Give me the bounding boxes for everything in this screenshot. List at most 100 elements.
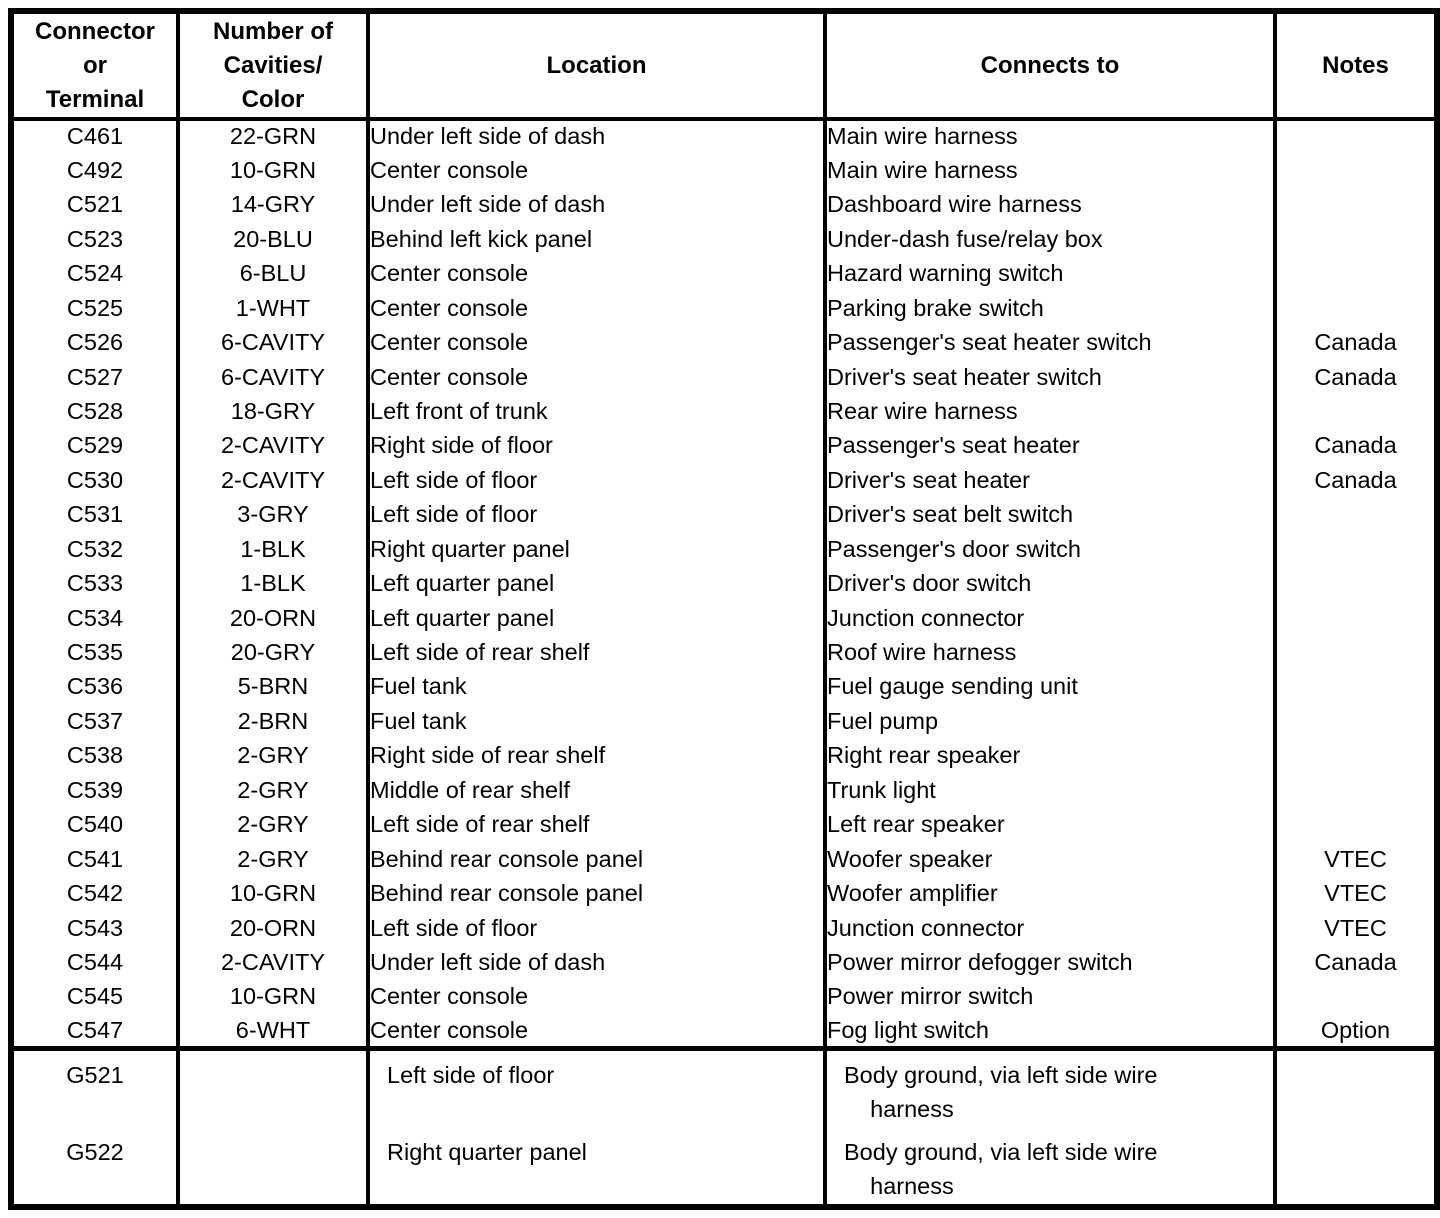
cell-location: Right side of floor	[366, 428, 825, 464]
cell-connects: Passenger's door switch	[823, 532, 1275, 567]
cell-notes	[1273, 635, 1437, 670]
cell-cavities: 14-GRY	[176, 187, 368, 223]
cell-location: Center console	[366, 153, 825, 188]
connector-row: C525 1-WHT Center console Parking brake swi…	[11, 291, 1437, 326]
cell-connects: Body ground, via left side wire harness	[823, 1127, 1275, 1207]
cell-location: Left side of floor	[366, 911, 825, 946]
cell-cavities: 2-GRY	[176, 738, 368, 774]
connector-row: C532 1-BLK Right quarter panel Passenger's …	[11, 532, 1437, 567]
cell-location: Left quarter panel	[366, 601, 825, 636]
cell-notes	[1273, 738, 1437, 774]
cell-cavities: 20-ORN	[176, 911, 368, 946]
cell-notes: VTEC	[1273, 842, 1437, 877]
cell-notes: Canada	[1273, 945, 1437, 980]
cell-connects: Junction connector	[823, 601, 1275, 636]
cell-connector: C538	[66, 742, 124, 769]
cell-notes	[1273, 1046, 1437, 1128]
cell-cavities: 6-CAVITY	[176, 325, 368, 361]
connector-row: C492 10-GRN Center console Main wire harnes…	[11, 153, 1437, 188]
cell-notes	[1273, 222, 1437, 257]
ground-rows-section: G521 Left side of floor Body ground, via l…	[11, 1046, 1437, 1207]
connector-row: C541 2-GRY Behind rear console panel Woofer…	[11, 842, 1437, 877]
cell-connector: C530	[66, 466, 124, 493]
cell-location: Under left side of dash	[366, 945, 825, 980]
ground-row: G521 Left side of floor Body ground, via l…	[11, 1046, 1437, 1128]
connector-row: C534 20-ORN Left quarter panel Junction con…	[11, 601, 1437, 636]
cell-cavities: 5-BRN	[176, 670, 368, 705]
cell-cavities: 6-BLU	[176, 256, 368, 292]
cell-connector: C542	[66, 880, 124, 907]
cell-notes	[1273, 187, 1437, 223]
cell-connector: C543	[66, 914, 124, 941]
cell-notes	[1273, 1127, 1437, 1207]
connector-row: C531 3-GRY Left side of floor Driver's seat…	[11, 497, 1437, 533]
cell-cavities: 20-ORN	[176, 601, 368, 636]
cell-connects: Driver's seat belt switch	[823, 497, 1275, 533]
cell-connects: Woofer amplifier	[823, 876, 1275, 912]
cell-location: Left front of trunk	[366, 394, 825, 429]
cell-connector: C536	[66, 673, 124, 700]
cell-location: Center console	[366, 360, 825, 395]
cell-cavities: 1-WHT	[176, 291, 368, 326]
cell-cavities: 1-BLK	[176, 566, 368, 602]
cell-notes	[1273, 670, 1437, 705]
cell-connects: Main wire harness	[823, 153, 1275, 188]
cell-connects: Dashboard wire harness	[823, 187, 1275, 223]
cell-location: Left side of floor	[366, 497, 825, 533]
cell-notes	[1273, 532, 1437, 567]
cell-location: Right side of rear shelf	[366, 738, 825, 774]
cell-cavities: 2-CAVITY	[176, 428, 368, 464]
header-row: Connector or Terminal Number of Cavities…	[11, 11, 1437, 121]
cell-connector: C540	[66, 811, 124, 838]
connector-row: C539 2-GRY Middle of rear shelf Trunk light	[11, 773, 1437, 808]
cell-notes: Canada	[1273, 463, 1437, 498]
cell-connector: C525	[66, 294, 124, 321]
ground-row: G522 Right quarter panel Body ground, via …	[11, 1127, 1437, 1207]
cell-connector: C545	[66, 983, 124, 1010]
cell-connects: Hazard warning switch	[823, 256, 1275, 292]
cell-cavities: 22-GRN	[176, 119, 368, 154]
header-connector-or-terminal: Connector or Terminal	[11, 11, 178, 121]
cell-connector: G521	[11, 1046, 178, 1128]
cell-location: Left side of rear shelf	[366, 807, 825, 843]
cell-location: Behind rear console panel	[366, 842, 825, 877]
cell-connects: Right rear speaker	[823, 738, 1275, 774]
connector-location-table: Connector or Terminal Number of Cavities…	[8, 8, 1440, 1210]
cell-cavities: 10-GRN	[176, 153, 368, 188]
cell-cavities: 3-GRY	[176, 497, 368, 533]
cell-location: Fuel tank	[366, 704, 825, 739]
cell-connects: Passenger's seat heater	[823, 428, 1275, 464]
cell-cavities	[176, 1127, 368, 1207]
cell-cavities: 1-BLK	[176, 532, 368, 567]
cell-connector: C537	[66, 707, 124, 734]
connector-row: C529 2-CAVITY Right side of floor Passenger…	[11, 428, 1437, 464]
header-connects-to: Connects to	[823, 11, 1275, 121]
cell-cavities: 20-BLU	[176, 222, 368, 257]
cell-cavities: 2-CAVITY	[176, 945, 368, 980]
cell-cavities: 6-WHT	[176, 1014, 368, 1049]
cell-connector: C544	[66, 948, 124, 975]
cell-connects: Passenger's seat heater switch	[823, 325, 1275, 361]
cell-location: Right quarter panel	[366, 1127, 825, 1207]
connector-row: C521 14-GRY Under left side of dash Dashboa…	[11, 187, 1437, 223]
cell-connector: C534	[66, 604, 124, 631]
cell-location: Behind left kick panel	[366, 222, 825, 257]
cell-notes	[1273, 704, 1437, 739]
cell-connector: C524	[66, 260, 124, 287]
cell-connects: Power mirror defogger switch	[823, 945, 1275, 980]
cell-location: Left side of floor	[366, 463, 825, 498]
cell-cavities: 2-BRN	[176, 704, 368, 739]
cell-notes: VTEC	[1273, 911, 1437, 946]
cell-connector: C529	[66, 432, 124, 459]
cell-cavities: 20-GRY	[176, 635, 368, 670]
cell-notes: Canada	[1273, 325, 1437, 361]
cell-cavities: 2-GRY	[176, 842, 368, 877]
cell-connector: C461	[66, 123, 124, 150]
cell-connector: C547	[66, 1016, 124, 1043]
connector-row: C537 2-BRN Fuel tank Fuel pump	[11, 704, 1437, 739]
connector-rows-section: C461 22-GRN Under left side of dash Main wi…	[11, 119, 1437, 1049]
connector-row: C547 6-WHT Center console Fog light switch O…	[11, 1014, 1437, 1049]
cell-location: Left side of rear shelf	[366, 635, 825, 670]
cell-connects: Fuel gauge sending unit	[823, 670, 1275, 705]
